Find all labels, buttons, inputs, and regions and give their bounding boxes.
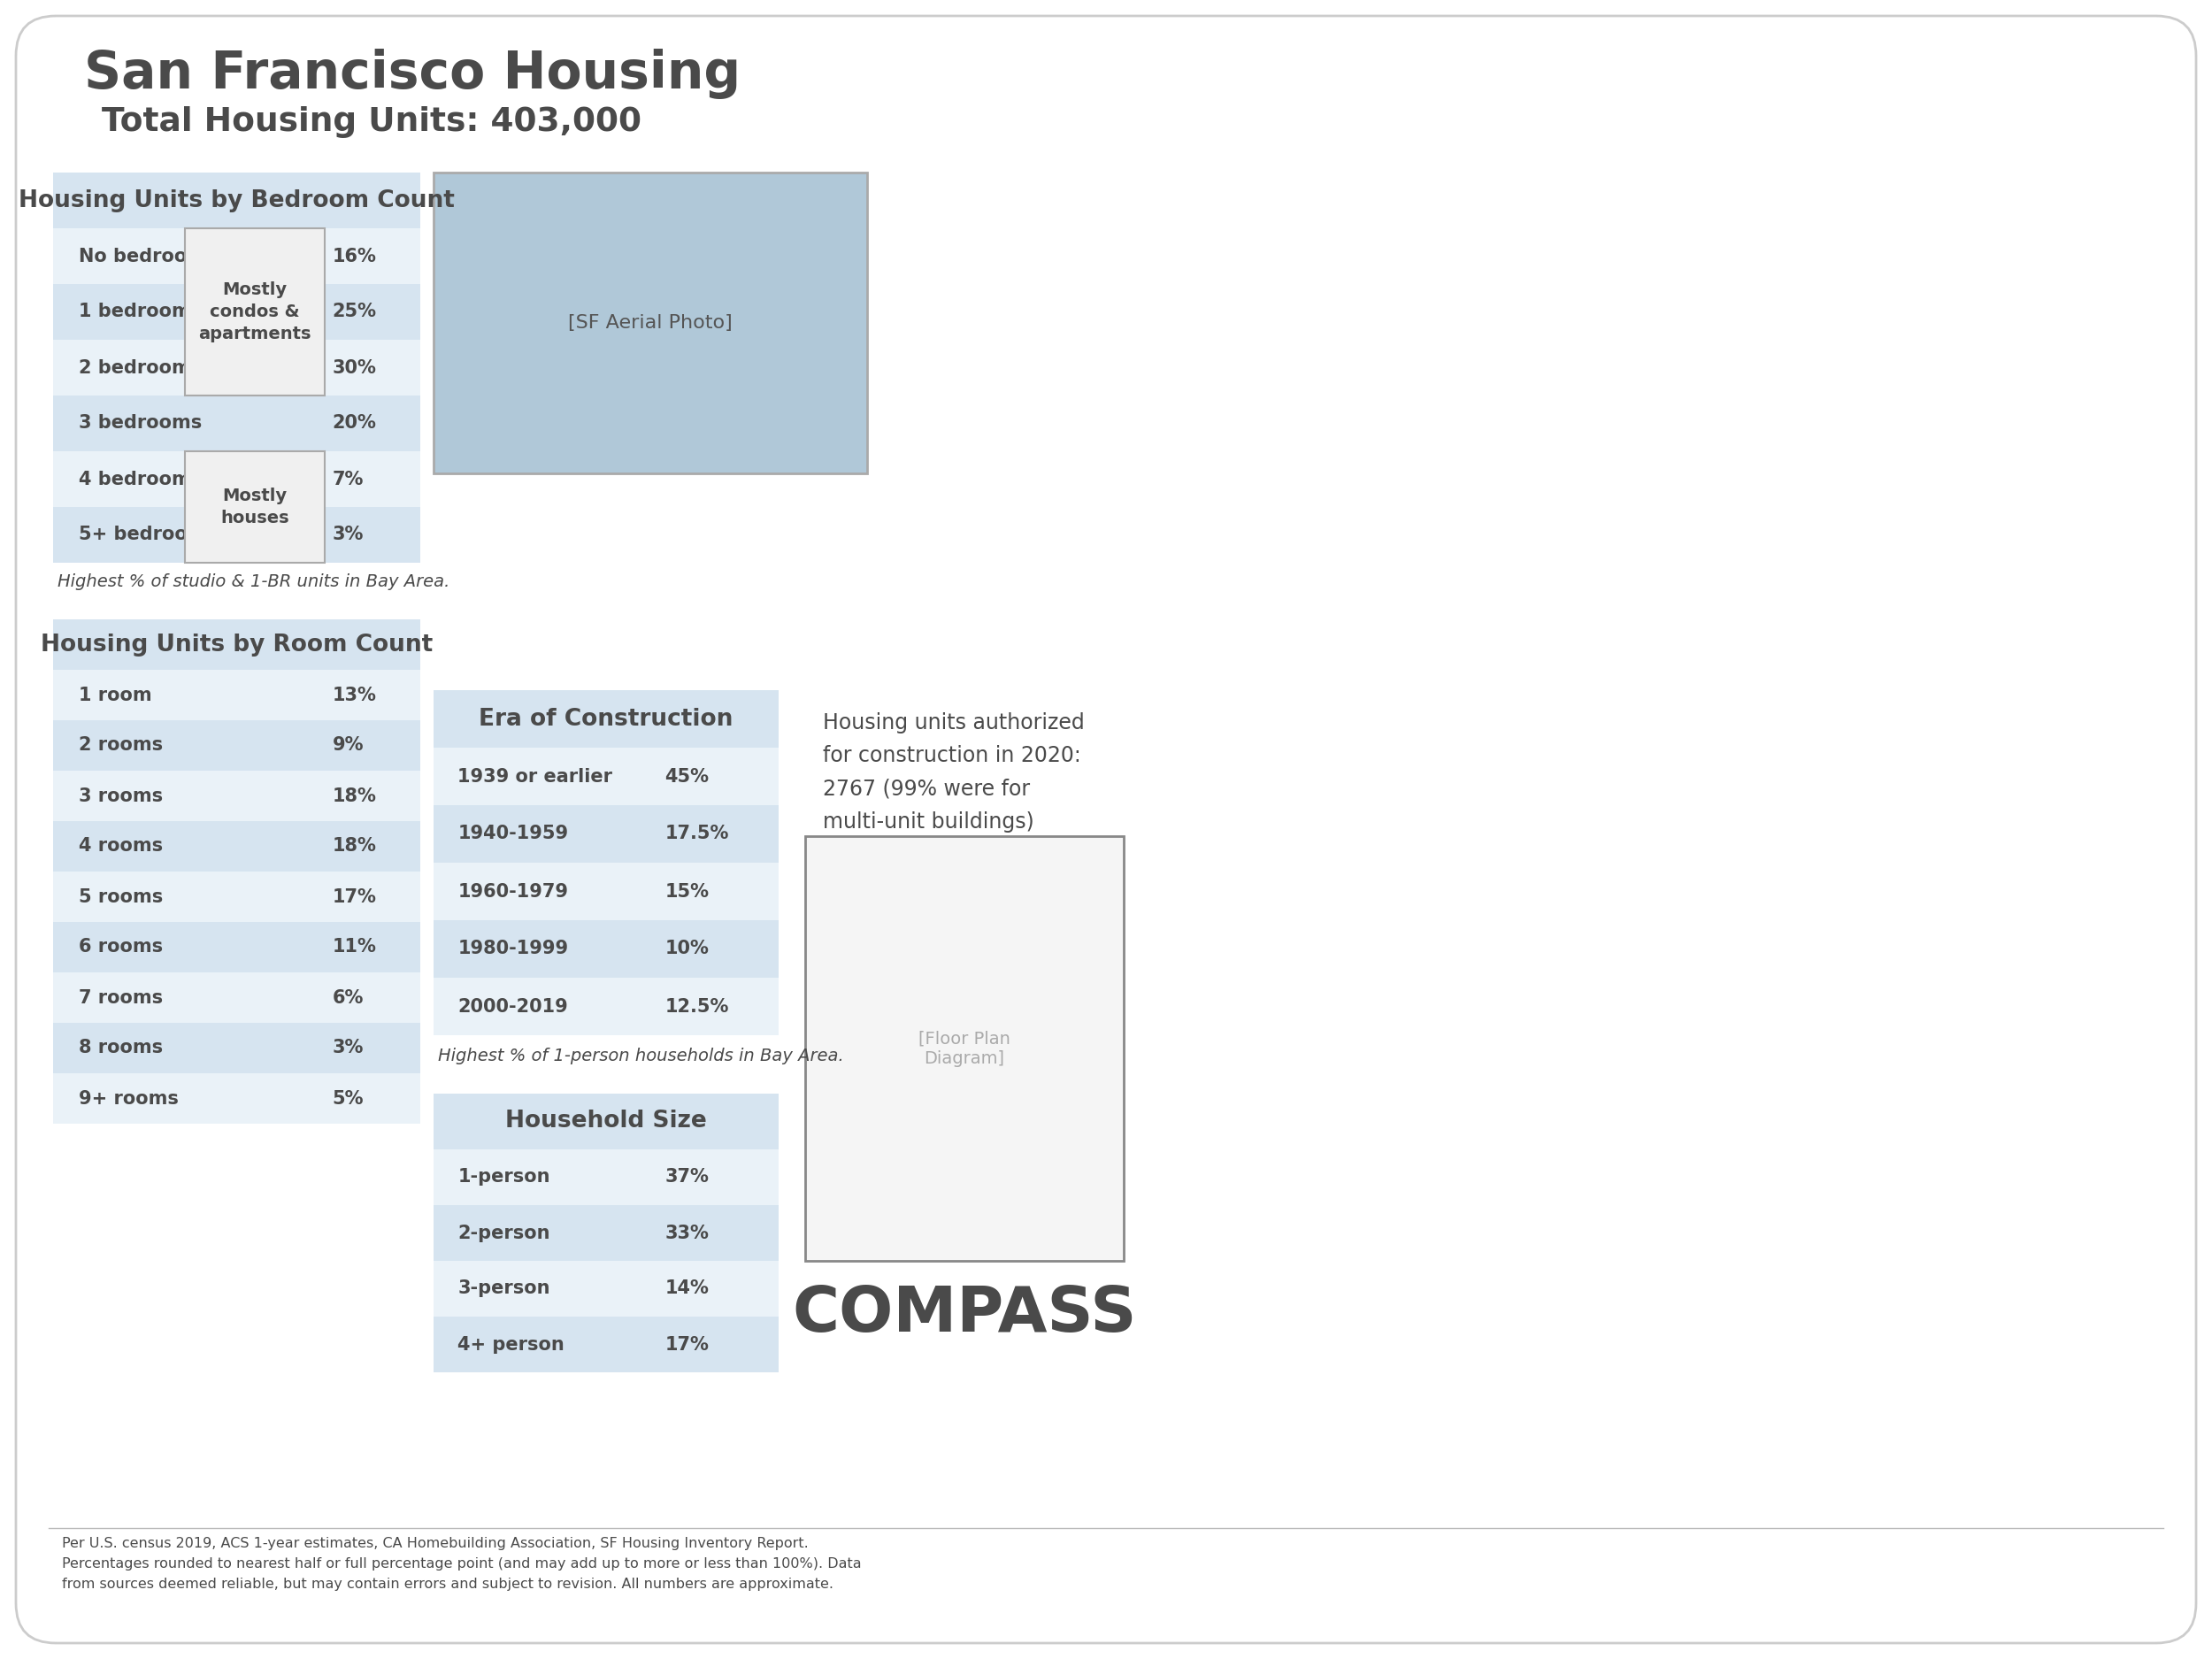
Text: San Francisco Housing: San Francisco Housing bbox=[84, 48, 741, 100]
Text: 4+ person: 4+ person bbox=[458, 1335, 564, 1354]
FancyBboxPatch shape bbox=[53, 340, 420, 395]
FancyBboxPatch shape bbox=[53, 508, 420, 562]
Text: Housing Units by Room Count: Housing Units by Room Count bbox=[40, 634, 434, 655]
FancyBboxPatch shape bbox=[434, 1261, 779, 1317]
Text: 3 bedrooms: 3 bedrooms bbox=[80, 415, 201, 433]
FancyBboxPatch shape bbox=[805, 836, 1124, 1261]
FancyBboxPatch shape bbox=[434, 1093, 779, 1150]
Text: Household Size: Household Size bbox=[504, 1110, 708, 1133]
FancyBboxPatch shape bbox=[53, 451, 420, 508]
FancyBboxPatch shape bbox=[434, 863, 779, 921]
FancyBboxPatch shape bbox=[53, 284, 420, 340]
Text: COMPASS: COMPASS bbox=[792, 1284, 1137, 1344]
Text: 2-person: 2-person bbox=[458, 1224, 551, 1243]
FancyBboxPatch shape bbox=[434, 921, 779, 977]
Text: Mostly
condos &
apartments: Mostly condos & apartments bbox=[199, 282, 312, 342]
FancyBboxPatch shape bbox=[434, 1150, 779, 1204]
Text: 10%: 10% bbox=[666, 941, 708, 957]
Text: 6 rooms: 6 rooms bbox=[80, 939, 164, 956]
Text: Per U.S. census 2019, ACS 1-year estimates, CA Homebuilding Association, SF Hous: Per U.S. census 2019, ACS 1-year estimat… bbox=[62, 1536, 860, 1591]
FancyBboxPatch shape bbox=[186, 451, 325, 562]
Text: 1940-1959: 1940-1959 bbox=[458, 825, 568, 843]
Text: Era of Construction: Era of Construction bbox=[480, 707, 732, 730]
Text: Total Housing Units: 403,000: Total Housing Units: 403,000 bbox=[102, 106, 641, 138]
Text: 8 rooms: 8 rooms bbox=[80, 1039, 164, 1057]
Text: 16%: 16% bbox=[332, 247, 376, 265]
Text: 7%: 7% bbox=[332, 469, 363, 488]
Text: Highest % of studio & 1-BR units in Bay Area.: Highest % of studio & 1-BR units in Bay … bbox=[58, 574, 449, 591]
FancyBboxPatch shape bbox=[53, 871, 420, 922]
Text: 6%: 6% bbox=[332, 989, 363, 1007]
Text: 1 bedroom: 1 bedroom bbox=[80, 304, 190, 320]
FancyBboxPatch shape bbox=[434, 1204, 779, 1261]
Text: Highest % of 1-person households in Bay Area.: Highest % of 1-person households in Bay … bbox=[438, 1047, 845, 1065]
Text: 15%: 15% bbox=[666, 883, 710, 901]
FancyBboxPatch shape bbox=[53, 229, 420, 284]
FancyBboxPatch shape bbox=[53, 1073, 420, 1123]
Text: 33%: 33% bbox=[666, 1224, 708, 1243]
FancyBboxPatch shape bbox=[53, 670, 420, 720]
FancyBboxPatch shape bbox=[434, 173, 867, 473]
FancyBboxPatch shape bbox=[53, 173, 420, 229]
Text: 30%: 30% bbox=[332, 358, 376, 377]
Text: Housing units authorized
for construction in 2020:
2767 (99% were for
multi-unit: Housing units authorized for constructio… bbox=[823, 712, 1084, 833]
FancyBboxPatch shape bbox=[53, 720, 420, 771]
Text: No bedroom: No bedroom bbox=[80, 247, 206, 265]
FancyBboxPatch shape bbox=[53, 922, 420, 972]
Text: 2000-2019: 2000-2019 bbox=[458, 997, 568, 1015]
Text: 3%: 3% bbox=[332, 1039, 363, 1057]
Text: 2 rooms: 2 rooms bbox=[80, 737, 164, 755]
Text: 4 rooms: 4 rooms bbox=[80, 838, 164, 854]
Text: 1980-1999: 1980-1999 bbox=[458, 941, 568, 957]
Text: 2 bedrooms: 2 bedrooms bbox=[80, 358, 201, 377]
Text: 12.5%: 12.5% bbox=[666, 997, 728, 1015]
Text: 17%: 17% bbox=[666, 1335, 708, 1354]
Text: 20%: 20% bbox=[332, 415, 376, 433]
FancyBboxPatch shape bbox=[15, 17, 2197, 1642]
Text: 1960-1979: 1960-1979 bbox=[458, 883, 568, 901]
Text: 17%: 17% bbox=[332, 888, 376, 906]
FancyBboxPatch shape bbox=[53, 771, 420, 821]
Text: 9+ rooms: 9+ rooms bbox=[80, 1090, 179, 1107]
Text: 4 bedrooms: 4 bedrooms bbox=[80, 469, 201, 488]
Text: [Floor Plan
Diagram]: [Floor Plan Diagram] bbox=[918, 1030, 1011, 1067]
Text: 7 rooms: 7 rooms bbox=[80, 989, 164, 1007]
FancyBboxPatch shape bbox=[53, 619, 420, 670]
FancyBboxPatch shape bbox=[434, 690, 779, 748]
Text: 45%: 45% bbox=[666, 768, 710, 785]
FancyBboxPatch shape bbox=[434, 977, 779, 1035]
FancyBboxPatch shape bbox=[186, 229, 325, 395]
FancyBboxPatch shape bbox=[434, 805, 779, 863]
Text: Housing Units by Bedroom Count: Housing Units by Bedroom Count bbox=[18, 189, 456, 212]
Text: 1-person: 1-person bbox=[458, 1168, 551, 1186]
FancyBboxPatch shape bbox=[434, 1317, 779, 1372]
FancyBboxPatch shape bbox=[53, 972, 420, 1024]
Text: [SF Aerial Photo]: [SF Aerial Photo] bbox=[568, 314, 732, 332]
FancyBboxPatch shape bbox=[53, 1024, 420, 1073]
Text: 25%: 25% bbox=[332, 304, 376, 320]
Text: Mostly
houses: Mostly houses bbox=[221, 488, 290, 526]
Text: 11%: 11% bbox=[332, 939, 376, 956]
Text: 1939 or earlier: 1939 or earlier bbox=[458, 768, 613, 785]
Text: 3 rooms: 3 rooms bbox=[80, 786, 164, 805]
FancyBboxPatch shape bbox=[53, 821, 420, 871]
Text: 5+ bedrooms: 5+ bedrooms bbox=[80, 526, 217, 544]
Text: 5%: 5% bbox=[332, 1090, 363, 1107]
Text: 3-person: 3-person bbox=[458, 1279, 551, 1297]
FancyBboxPatch shape bbox=[53, 395, 420, 451]
Text: 1 room: 1 room bbox=[80, 687, 153, 703]
Text: 14%: 14% bbox=[666, 1279, 708, 1297]
Text: 37%: 37% bbox=[666, 1168, 708, 1186]
Text: 18%: 18% bbox=[332, 838, 376, 854]
Text: 3%: 3% bbox=[332, 526, 363, 544]
FancyBboxPatch shape bbox=[434, 748, 779, 805]
Text: 13%: 13% bbox=[332, 687, 376, 703]
Text: 18%: 18% bbox=[332, 786, 376, 805]
Text: 17.5%: 17.5% bbox=[666, 825, 728, 843]
Text: 9%: 9% bbox=[332, 737, 363, 755]
Text: 5 rooms: 5 rooms bbox=[80, 888, 164, 906]
